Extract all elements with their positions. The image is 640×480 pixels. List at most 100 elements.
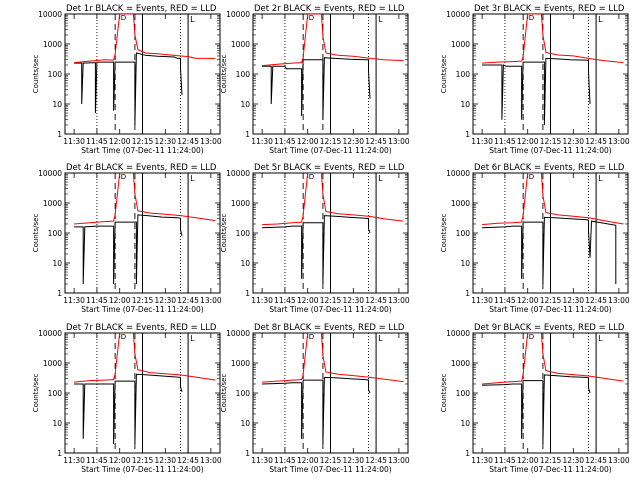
series-line-events	[262, 376, 371, 445]
chart-panel-7: Det 7r BLACK = Events, RED = LLD 1 10 100 10…	[32, 323, 222, 474]
chart-title: Det 2r BLACK = Events, RED = LLD	[254, 4, 405, 14]
y-tick-label: 100	[236, 229, 251, 238]
series-line-events	[74, 373, 183, 445]
x-tick-label: 12:15	[132, 137, 154, 146]
x-tick-label: 12:15	[320, 296, 342, 305]
series-line-lld	[482, 173, 624, 226]
y-tick-label: 10	[240, 259, 250, 268]
series-line-events	[74, 52, 183, 126]
y-tick-label: 1000	[231, 359, 250, 368]
annotation-d: D	[529, 173, 534, 181]
series-line-lld	[482, 14, 624, 64]
y-tick-label: 100	[236, 70, 251, 79]
y-tick-label: 10	[460, 419, 470, 428]
y-tick-label: 1000	[231, 199, 250, 208]
y-tick-label: 10	[52, 259, 62, 268]
x-tick-label: 12:45	[177, 137, 199, 146]
y-tick-label: 100	[48, 70, 63, 79]
x-tick-label: 12:00	[109, 456, 131, 465]
x-tick-label: 13:00	[388, 296, 410, 305]
annotation-d: D	[529, 333, 534, 341]
annotation-d: D	[529, 14, 534, 22]
x-tick-label: 11:30	[471, 137, 493, 146]
x-tick-label: 11:45	[494, 137, 516, 146]
annotation-l: L	[190, 15, 195, 24]
annotation-l: L	[190, 334, 195, 343]
series-line-events	[482, 57, 591, 126]
x-tick-label: 13:00	[200, 456, 222, 465]
x-tick-label: 12:15	[540, 137, 562, 146]
y-tick-label: 1000	[43, 199, 62, 208]
y-axis-label: Counts/sec	[32, 214, 40, 253]
x-tick-label: 12:15	[540, 456, 562, 465]
chart-title: Det 5r BLACK = Events, RED = LLD	[254, 163, 405, 173]
x-tick-label: 12:15	[320, 137, 342, 146]
series-line-events	[74, 214, 183, 285]
series-line-lld	[482, 333, 624, 385]
y-tick-label: 10000	[38, 169, 62, 178]
y-tick-label: 1	[245, 130, 250, 139]
chart-panel-8: Det 8r BLACK = Events, RED = LLD 1 10 100 10…	[220, 323, 410, 474]
x-tick-label: 12:00	[297, 296, 319, 305]
x-tick-label: 11:30	[63, 456, 85, 465]
y-tick-label: 10000	[446, 329, 470, 338]
x-tick-label: 11:45	[274, 296, 296, 305]
y-tick-label: 100	[456, 70, 471, 79]
y-tick-label: 1000	[451, 359, 470, 368]
annotation-l: L	[598, 174, 603, 183]
series-line-lld	[262, 173, 404, 226]
x-axis-label: Start Time (07-Dec-11 11:24:00)	[81, 465, 203, 474]
x-axis-label: Start Time (07-Dec-11 11:24:00)	[489, 146, 611, 155]
series-line-lld	[74, 173, 216, 225]
y-tick-label: 10000	[226, 329, 250, 338]
x-tick-label: 12:45	[365, 296, 387, 305]
x-tick-label: 13:00	[608, 456, 630, 465]
series-line-events	[482, 374, 591, 445]
x-tick-label: 12:30	[154, 137, 176, 146]
chart-title: Det 9r BLACK = Events, RED = LLD	[474, 323, 625, 333]
x-tick-label: 11:45	[86, 296, 108, 305]
x-tick-label: 12:00	[517, 296, 539, 305]
series-line-lld	[74, 14, 216, 64]
y-tick-label: 10000	[38, 329, 62, 338]
x-tick-label: 12:30	[154, 296, 176, 305]
y-tick-label: 100	[236, 389, 251, 398]
x-tick-label: 12:00	[297, 456, 319, 465]
x-tick-label: 12:15	[540, 296, 562, 305]
y-tick-label: 1	[465, 130, 470, 139]
x-tick-label: 12:45	[177, 296, 199, 305]
annotation-l: L	[378, 174, 383, 183]
y-axis-label: Counts/sec	[32, 374, 40, 413]
chart-title: Det 4r BLACK = Events, RED = LLD	[66, 163, 217, 173]
y-axis-label: Counts/sec	[440, 374, 448, 413]
series-line-events	[262, 57, 371, 120]
y-tick-label: 100	[456, 229, 471, 238]
x-tick-label: 11:45	[274, 456, 296, 465]
x-tick-label: 11:30	[63, 137, 85, 146]
x-tick-label: 11:30	[251, 137, 273, 146]
y-tick-label: 10	[460, 259, 470, 268]
y-tick-label: 1	[465, 449, 470, 458]
series-line-lld	[262, 14, 404, 67]
x-tick-label: 12:30	[342, 456, 364, 465]
x-tick-label: 12:30	[342, 296, 364, 305]
annotation-d: D	[309, 333, 314, 341]
chart-title: Det 8r BLACK = Events, RED = LLD	[254, 323, 405, 333]
y-tick-label: 10	[240, 100, 250, 109]
annotation-d: D	[121, 333, 126, 341]
x-tick-label: 12:45	[365, 137, 387, 146]
y-tick-label: 10	[240, 419, 250, 428]
x-tick-label: 11:45	[86, 137, 108, 146]
y-tick-label: 10000	[446, 10, 470, 19]
x-tick-label: 11:30	[251, 456, 273, 465]
x-tick-label: 12:30	[562, 137, 584, 146]
annotation-l: L	[598, 15, 603, 24]
annotation-d: D	[309, 14, 314, 22]
y-tick-label: 10	[52, 100, 62, 109]
chart-title: Det 6r BLACK = Events, RED = LLD	[474, 163, 625, 173]
y-tick-label: 100	[48, 229, 63, 238]
x-tick-label: 12:45	[177, 456, 199, 465]
x-tick-label: 12:00	[109, 296, 131, 305]
x-tick-label: 12:30	[154, 456, 176, 465]
y-axis-label: Counts/sec	[220, 374, 228, 413]
